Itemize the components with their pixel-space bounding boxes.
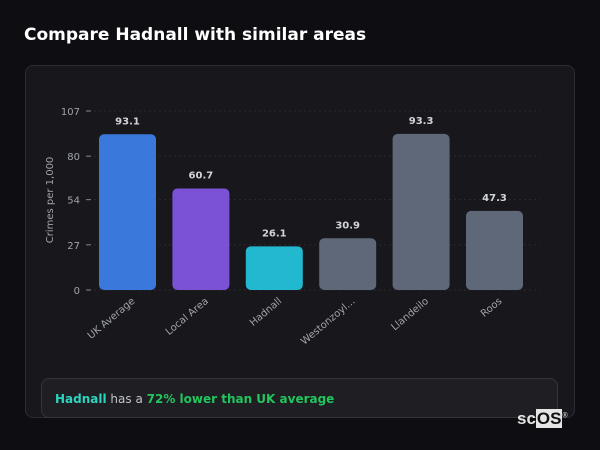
- scos-logo: scOS®: [517, 409, 568, 428]
- data-label: 93.3: [409, 116, 434, 127]
- y-tick-label: 27: [67, 241, 80, 252]
- summary-box: Hadnall has a 72% lower than UK average: [41, 378, 558, 418]
- y-tick-label: 0: [74, 286, 80, 297]
- x-tick-label: Roos: [479, 296, 504, 320]
- x-tick-label: Llandeilo: [389, 296, 431, 333]
- summary-highlight: 72% lower than UK average: [146, 392, 335, 406]
- bar[interactable]: [392, 133, 450, 290]
- page-title: Compare Hadnall with similar areas: [24, 25, 367, 45]
- bar[interactable]: [99, 134, 156, 290]
- summary-text: has a: [106, 392, 147, 406]
- data-label: 30.9: [335, 220, 360, 231]
- bar[interactable]: [172, 188, 230, 290]
- x-tick-label: Westonzoyl…: [299, 296, 357, 348]
- bar[interactable]: [319, 238, 377, 290]
- y-tick-label: 80: [67, 152, 80, 163]
- y-tick-label: 107: [61, 107, 80, 118]
- data-label: 26.1: [262, 228, 287, 239]
- data-label: 93.1: [115, 116, 140, 127]
- x-tick-label: UK Average: [86, 296, 138, 342]
- bar[interactable]: [245, 246, 303, 290]
- y-tick-label: 54: [67, 196, 80, 207]
- x-tick-label: Hadnall: [248, 296, 284, 329]
- bar[interactable]: [466, 210, 523, 290]
- y-axis-label: Crimes per 1,000: [45, 157, 56, 244]
- x-tick-label: Local Area: [164, 296, 211, 338]
- summary-place: Hadnall: [55, 392, 107, 406]
- data-label: 60.7: [189, 170, 214, 181]
- data-label: 47.3: [482, 193, 507, 204]
